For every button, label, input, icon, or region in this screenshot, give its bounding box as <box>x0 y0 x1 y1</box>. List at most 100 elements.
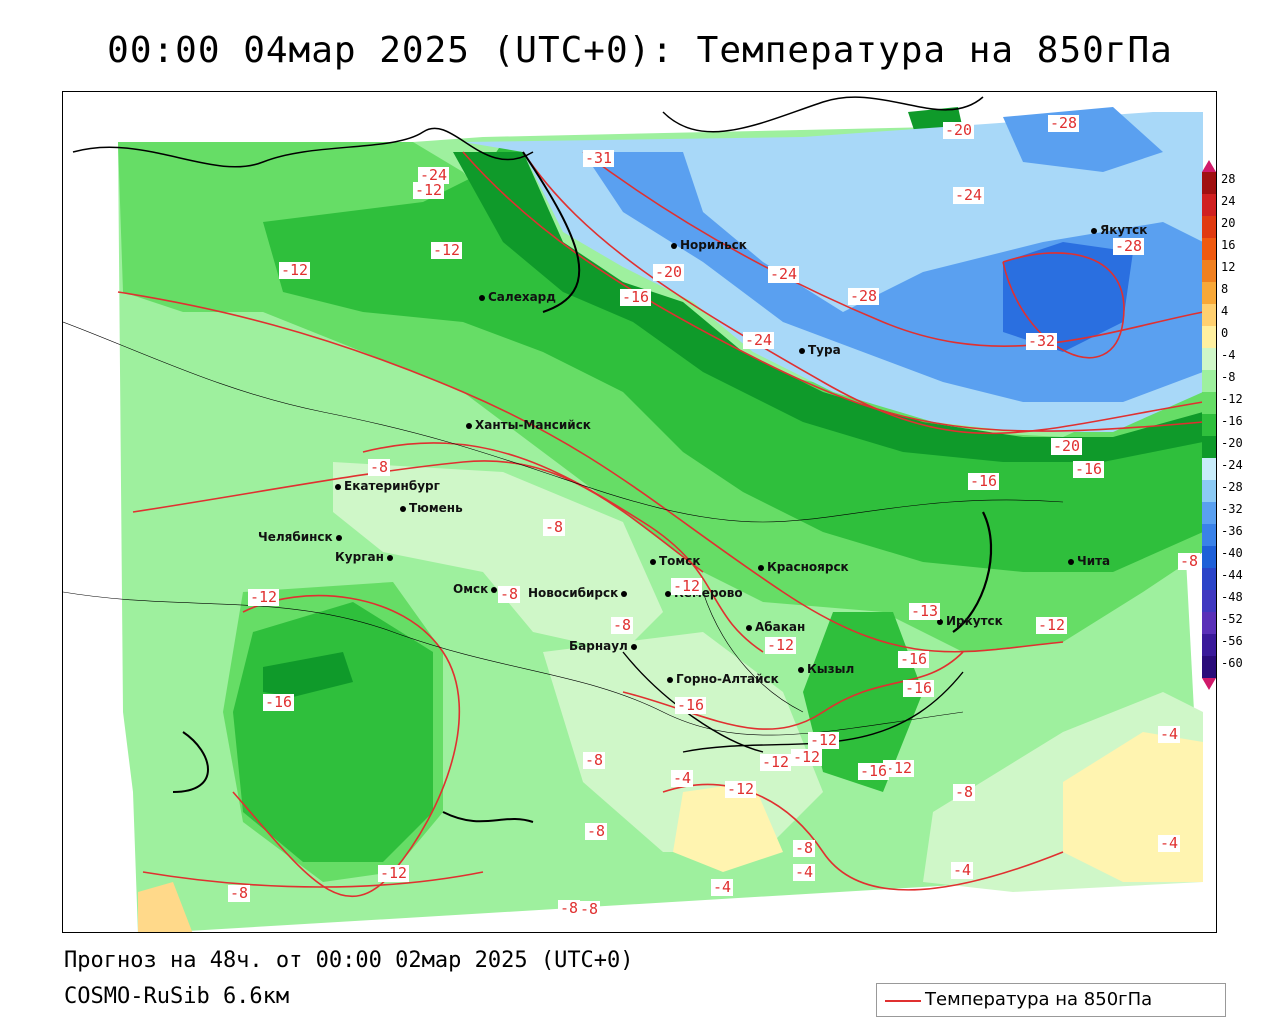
contour-label: -12 <box>248 588 280 606</box>
contour-label: -16 <box>968 472 1000 490</box>
colorbar-tick-label: -60 <box>1221 656 1243 670</box>
forecast-info: Прогноз на 48ч. от 00:00 02мар 2025 (UTC… <box>64 948 634 973</box>
city-tyumen: Тюмень <box>400 501 463 515</box>
contour-label: -31 <box>583 149 615 167</box>
colorbar-tick-label: -16 <box>1221 414 1243 428</box>
contour-label: -8 <box>953 783 976 801</box>
city-dot-icon <box>799 347 805 354</box>
contour-label: -32 <box>1026 332 1058 350</box>
city-novosibirsk: Новосибирск <box>528 586 630 600</box>
colorbar-tick-label: -24 <box>1221 458 1243 472</box>
city-dot-icon <box>746 624 752 631</box>
contour-label: -12 <box>765 636 797 654</box>
colorbar-tick-label: -4 <box>1221 348 1236 362</box>
contour-label: -24 <box>768 265 800 283</box>
colorbar-tick-label: -8 <box>1221 370 1236 384</box>
city-omsk: Омск <box>453 582 500 596</box>
city-dot-icon <box>466 422 472 429</box>
contour-label: -16 <box>620 288 652 306</box>
contour-label: -12 <box>791 748 823 766</box>
city-dot-icon <box>667 676 673 683</box>
contour-label: -16 <box>675 696 707 714</box>
area-m32 <box>1003 242 1133 352</box>
city-gorno-altaysk: Горно-Алтайск <box>667 672 779 686</box>
colorbar-tick-label: 16 <box>1221 238 1236 252</box>
contour-label: -28 <box>848 287 880 305</box>
area-m28-north <box>1003 107 1163 172</box>
city-dot-icon <box>798 666 804 673</box>
colorbar-tick-label: -52 <box>1221 612 1243 626</box>
contour-label: -13 <box>909 602 941 620</box>
contour-label: -12 <box>883 759 915 777</box>
colorbar <box>1202 160 1216 690</box>
colorbar-tick-label: -44 <box>1221 568 1243 582</box>
contour-label: -8 <box>585 822 608 840</box>
contour-label: -8 <box>498 585 521 603</box>
contour-label: -12 <box>431 241 463 259</box>
legend: Температура на 850гПа <box>876 983 1226 1017</box>
contour-label: -16 <box>903 679 935 697</box>
contour-label: -24 <box>953 186 985 204</box>
colorbar-tick-label: 0 <box>1221 326 1229 340</box>
city-dot-icon <box>937 618 943 625</box>
area-m16-kazakh <box>233 602 433 862</box>
contour-label: -24 <box>743 331 775 349</box>
model-name: COSMO-RuSib 6.6км <box>64 984 290 1009</box>
contour-label: -4 <box>793 863 816 881</box>
contour-label: -8 <box>1178 552 1201 570</box>
contour-label: -4 <box>671 769 694 787</box>
colorbar-tick-label: -48 <box>1221 590 1243 604</box>
city-chelyabinsk: Челябинск <box>258 530 345 544</box>
city-dot-icon <box>479 294 485 301</box>
area-m20-band <box>453 152 1203 462</box>
contour-label: -12 <box>760 753 792 771</box>
area-0-sw <box>138 882 193 932</box>
contour-label: -20 <box>943 121 975 139</box>
contour-label: -16 <box>1073 460 1105 478</box>
colorbar-tick-label: 12 <box>1221 260 1236 274</box>
city-dot-icon <box>758 564 764 571</box>
contour-label: -8 <box>558 899 581 917</box>
colorbar-tick-label: -20 <box>1221 436 1243 450</box>
colorbar-tick-label: 24 <box>1221 194 1236 208</box>
contour-label: -12 <box>725 780 757 798</box>
colorbar-tick-label: -56 <box>1221 634 1243 648</box>
city-khanty-mansiysk: Ханты-Мансийск <box>466 418 591 432</box>
contour-line-icon <box>885 1000 921 1002</box>
colorbar-tick-label: -12 <box>1221 392 1243 406</box>
contour-label: -8 <box>368 458 391 476</box>
contour-label: -4 <box>1158 834 1181 852</box>
contour-label: -20 <box>653 263 685 281</box>
contour-lines <box>117 151 1204 898</box>
area-m16 <box>263 142 1203 572</box>
city-irkutsk: Иркутск <box>937 614 1003 628</box>
contour-label: -8 <box>793 839 816 857</box>
contour-label: -24 <box>418 166 450 184</box>
contour-label: -16 <box>858 762 890 780</box>
contour-label: -8 <box>228 884 251 902</box>
contour-label: -28 <box>1113 237 1145 255</box>
colorbar-tick-label: -40 <box>1221 546 1243 560</box>
contour-label: -4 <box>711 878 734 896</box>
city-dot-icon <box>630 643 637 650</box>
temperature-map: Норильск Якутск Салехард Тура Ханты-Манс… <box>62 91 1217 933</box>
city-dot-icon <box>1068 558 1074 565</box>
borders <box>63 96 1064 823</box>
city-chita: Чита <box>1068 554 1110 568</box>
city-salekhard: Салехард <box>479 290 556 304</box>
city-dot-icon <box>621 590 628 597</box>
contour-label: -12 <box>378 864 410 882</box>
contour-label: -4 <box>951 861 974 879</box>
contour-label: -12 <box>279 261 311 279</box>
city-dot-icon <box>335 483 341 490</box>
city-abakan: Абакан <box>746 620 805 634</box>
contour-label: -12 <box>808 731 840 749</box>
city-dot-icon <box>665 590 671 597</box>
city-yakutsk: Якутск <box>1091 223 1147 237</box>
legend-label: Температура на 850гПа <box>925 989 1153 1010</box>
city-tura: Тура <box>799 343 841 357</box>
colorbar-tick-label: -32 <box>1221 502 1243 516</box>
map-title: 00:00 04мар 2025 (UTC+0): Температура на… <box>107 30 1173 71</box>
area-m20-kazakh <box>263 652 353 697</box>
contour-label: -8 <box>583 751 606 769</box>
